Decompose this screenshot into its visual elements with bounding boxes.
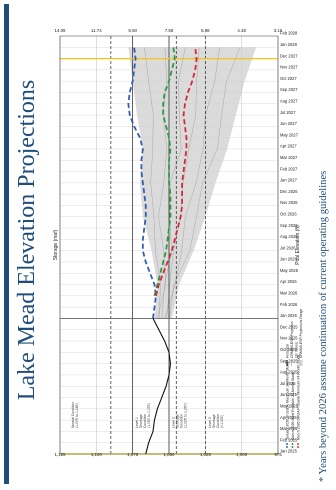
x-tick-label: Nov 2026 <box>280 200 298 205</box>
legend-label: March 2026 DROA Probable Minimum 24-Mont… <box>296 355 300 440</box>
legend-label: Historical <box>285 344 289 358</box>
esp-trace <box>169 47 241 319</box>
series-line <box>155 47 198 297</box>
x-tick-label: Dec 2025 <box>280 324 298 329</box>
legend-label: CRMMS-ESP Projection <box>290 321 294 358</box>
x-tick-label: Jul 2026 <box>280 245 296 250</box>
x-tick-label: Feb 2027 <box>280 166 298 171</box>
condition-label: Level 3ShortageCondition(<1,025') <box>208 414 224 428</box>
x-tick-label: Jun 2026 <box>280 257 298 262</box>
x-tick-label: Mar 2027 <box>280 155 298 160</box>
x-tick-label: Aug 2026 <box>280 234 298 239</box>
series-line <box>153 47 176 297</box>
y-axis-title: Pool Elevation (ft) <box>295 225 301 265</box>
accent-bar <box>4 4 9 484</box>
x-tick-label: Jan 2026 <box>280 313 298 318</box>
x-tick-label: Jun 2027 <box>280 121 298 126</box>
x-tick-label: Dec 2026 <box>280 189 298 194</box>
x-tick-label: Apr 2027 <box>280 144 297 149</box>
x-tick-label: Sep 2025 <box>280 358 298 363</box>
series-line <box>145 318 172 455</box>
x-tick-label: Oct 2026 <box>280 211 297 216</box>
storage-tick-label: 11.74 <box>91 28 102 33</box>
x-tick-label: Jul 2027 <box>280 110 296 115</box>
condition-label: Level 1ShortageCondition(1,050' to 1,075… <box>135 403 151 428</box>
x-tick-label: Nov 2025 <box>280 336 298 341</box>
x-tick-label: Apr 2026 <box>280 279 297 284</box>
esp-trace <box>164 47 220 319</box>
x-tick-label: Apr 2025 <box>280 415 297 420</box>
esp-trace <box>161 47 186 319</box>
x-tick-label: Dec 2027 <box>280 53 298 58</box>
y-tick-label: 1,025 <box>200 452 212 457</box>
x-tick-label: May 2025 <box>280 404 299 409</box>
x-tick-label: Jan 2028 <box>280 42 298 47</box>
y-tick-label: 1,000 <box>236 452 248 457</box>
storage-tick-label: 3.16 <box>274 28 283 33</box>
x-tick-label: May 2026 <box>280 268 299 273</box>
x-tick-label: Aug 2027 <box>280 98 298 103</box>
x-tick-label: Feb 2025 <box>280 437 298 442</box>
x-tick-label: Sep 2026 <box>280 223 298 228</box>
storage-tick-label: 9.60 <box>128 28 137 33</box>
esp-trace <box>166 47 200 319</box>
x-tick-label: Jan 2027 <box>280 178 298 183</box>
storage-tick-label: 5.98 <box>201 28 210 33</box>
x-tick-label: Nov 2027 <box>280 65 298 70</box>
x-tick-label: Mar 2026 <box>280 291 298 296</box>
legend-label: January 2026 Probable Maximum 24-Month S… <box>285 362 289 440</box>
x-tick-label: Mar 2025 <box>280 426 298 431</box>
legend-label: CRMMS-ESP Projections Range <box>299 309 303 358</box>
x-tick-label: Feb 2026 <box>280 302 298 307</box>
condition-label: Normal Condition(1,075' to 1,145') <box>71 402 79 428</box>
x-tick-label: Feb 2028 <box>280 31 298 36</box>
storage-axis-title: Storage (maf) <box>53 229 59 260</box>
x-tick-label: Oct 2027 <box>280 76 297 81</box>
storage-tick-label: 4.48 <box>237 28 246 33</box>
x-tick-label: Sep 2027 <box>280 87 298 92</box>
condition-label: Level 2ShortageCondition(1,025' to 1,050… <box>171 403 187 428</box>
legend-label: March 2026 Most Probable 24-Month Study <box>291 372 295 440</box>
esp-trace <box>157 47 168 319</box>
y-tick-label: 1,125 <box>55 452 67 457</box>
y-tick-label: 1,075 <box>127 452 139 457</box>
x-tick-label: Jul 2025 <box>280 381 296 386</box>
series-line <box>127 47 157 319</box>
legend-label: (30 traces) <box>294 342 298 358</box>
x-tick-label: Aug 2025 <box>280 370 298 375</box>
x-tick-label: Jun 2025 <box>280 392 298 397</box>
x-tick-label: Oct 2025 <box>280 347 297 352</box>
x-tick-label: Jan 2025 <box>280 449 298 454</box>
storage-tick-label: 7.68 <box>165 28 174 33</box>
esp-trace <box>144 47 161 319</box>
y-tick-label: 1,050 <box>164 452 176 457</box>
y-tick-label: 975 <box>274 452 282 457</box>
y-tick-label: 1,100 <box>91 452 103 457</box>
storage-tick-label: 14.09 <box>55 28 67 33</box>
x-tick-label: May 2027 <box>280 132 299 137</box>
esp-range-band <box>128 47 257 319</box>
legend-swatch <box>298 360 303 366</box>
